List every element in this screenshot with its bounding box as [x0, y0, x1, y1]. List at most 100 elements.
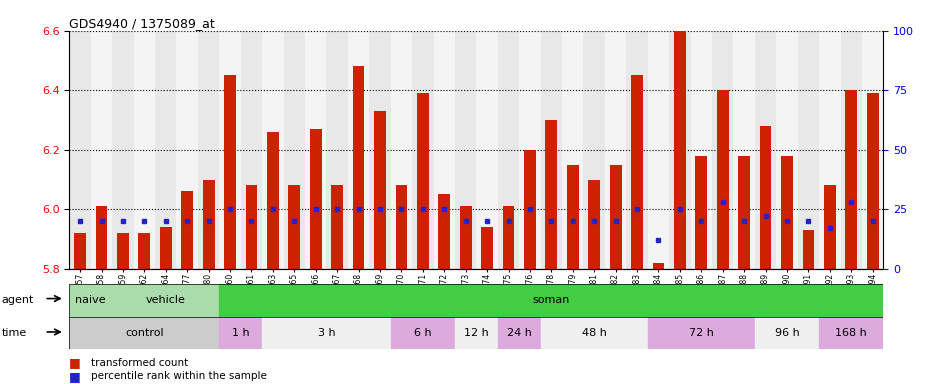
- Text: 168 h: 168 h: [835, 328, 867, 338]
- Bar: [139, 233, 150, 269]
- Bar: [691, 31, 712, 269]
- Bar: [310, 129, 322, 269]
- Bar: [841, 31, 862, 269]
- Bar: [177, 31, 198, 269]
- Bar: [181, 192, 193, 269]
- Text: soman: soman: [533, 295, 570, 306]
- Bar: [390, 317, 455, 349]
- Bar: [562, 31, 584, 269]
- Bar: [267, 132, 278, 269]
- Bar: [245, 185, 257, 269]
- Bar: [648, 31, 669, 269]
- Bar: [540, 31, 562, 269]
- Bar: [498, 31, 519, 269]
- Bar: [626, 31, 647, 269]
- Text: 12 h: 12 h: [464, 328, 488, 338]
- Bar: [481, 227, 493, 269]
- Text: ■: ■: [69, 356, 81, 369]
- Text: naive: naive: [76, 295, 106, 306]
- Bar: [696, 156, 708, 269]
- Bar: [438, 194, 450, 269]
- Bar: [455, 31, 476, 269]
- Bar: [776, 31, 797, 269]
- Bar: [112, 31, 133, 269]
- Bar: [524, 150, 536, 269]
- Text: 3 h: 3 h: [317, 328, 335, 338]
- Bar: [155, 31, 177, 269]
- Bar: [803, 230, 814, 269]
- Bar: [781, 156, 793, 269]
- Bar: [631, 75, 643, 269]
- Bar: [74, 233, 86, 269]
- Bar: [69, 317, 219, 349]
- Text: agent: agent: [2, 295, 34, 305]
- Bar: [498, 317, 540, 349]
- Text: 72 h: 72 h: [689, 328, 714, 338]
- Bar: [284, 31, 305, 269]
- Bar: [738, 156, 750, 269]
- Bar: [734, 31, 755, 269]
- Bar: [584, 31, 605, 269]
- Bar: [588, 180, 600, 269]
- Bar: [755, 317, 820, 349]
- Bar: [327, 31, 348, 269]
- Bar: [669, 31, 691, 269]
- Bar: [69, 284, 112, 317]
- Bar: [390, 31, 413, 269]
- Bar: [519, 31, 540, 269]
- Bar: [712, 31, 734, 269]
- Bar: [755, 31, 776, 269]
- Bar: [331, 185, 343, 269]
- Bar: [648, 317, 755, 349]
- Bar: [219, 31, 240, 269]
- Bar: [476, 31, 498, 269]
- Bar: [95, 206, 107, 269]
- Bar: [417, 93, 428, 269]
- Bar: [262, 317, 390, 349]
- Bar: [219, 317, 262, 349]
- Bar: [224, 75, 236, 269]
- Bar: [820, 317, 883, 349]
- Bar: [717, 90, 729, 269]
- Bar: [69, 31, 91, 269]
- Bar: [652, 263, 664, 269]
- Text: time: time: [2, 328, 27, 338]
- Bar: [133, 31, 155, 269]
- Text: control: control: [125, 328, 164, 338]
- Bar: [867, 93, 879, 269]
- Bar: [820, 31, 841, 269]
- Bar: [219, 284, 883, 317]
- Bar: [460, 206, 472, 269]
- Bar: [262, 31, 284, 269]
- Bar: [797, 31, 820, 269]
- Bar: [117, 233, 129, 269]
- Text: transformed count: transformed count: [91, 358, 188, 368]
- Bar: [502, 206, 514, 269]
- Bar: [160, 227, 172, 269]
- Bar: [396, 185, 407, 269]
- Bar: [862, 31, 883, 269]
- Bar: [434, 31, 455, 269]
- Bar: [198, 31, 219, 269]
- Bar: [413, 31, 434, 269]
- Bar: [845, 90, 857, 269]
- Bar: [352, 66, 364, 269]
- Bar: [240, 31, 262, 269]
- Bar: [674, 16, 685, 269]
- Text: GDS4940 / 1375089_at: GDS4940 / 1375089_at: [69, 17, 216, 30]
- Bar: [203, 180, 215, 269]
- Text: percentile rank within the sample: percentile rank within the sample: [91, 371, 266, 381]
- Bar: [348, 31, 369, 269]
- Bar: [369, 31, 390, 269]
- Text: 1 h: 1 h: [232, 328, 250, 338]
- Text: 48 h: 48 h: [582, 328, 607, 338]
- Bar: [305, 31, 327, 269]
- Text: vehicle: vehicle: [146, 295, 186, 306]
- Bar: [546, 120, 557, 269]
- Bar: [759, 126, 771, 269]
- Bar: [610, 165, 622, 269]
- Text: ■: ■: [69, 370, 81, 383]
- Bar: [605, 31, 626, 269]
- Bar: [289, 185, 301, 269]
- Bar: [567, 165, 579, 269]
